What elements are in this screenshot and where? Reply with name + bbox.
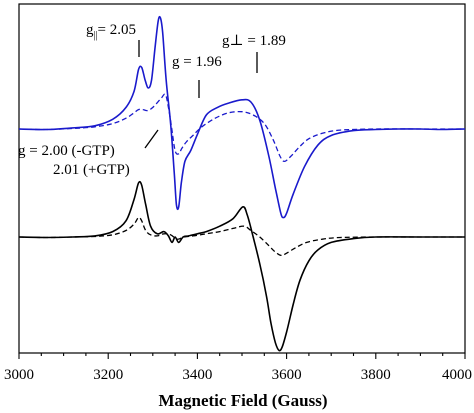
svg-text:g||= 2.05: g||= 2.05 <box>86 22 136 41</box>
x-tick-label: 3800 <box>361 367 391 383</box>
spectrum-black-solid <box>18 180 465 352</box>
annotation-g-196: g = 1.96 <box>172 54 222 98</box>
spectrum-blue-dashed <box>18 93 465 163</box>
spectra <box>18 15 466 352</box>
x-tick-label: 3600 <box>272 367 302 383</box>
g-196-label: g = 1.96 <box>172 54 222 70</box>
spectrum-black-dashed <box>18 216 465 257</box>
annotation-g-parallel: g||= 2.05 <box>86 22 140 57</box>
annotation-g-200: g = 2.00 (-GTP) 2.01 (+GTP) <box>18 129 159 178</box>
plot-frame <box>18 3 466 354</box>
g-200-marker <box>144 129 159 149</box>
x-axis-label: Magnetic Field (Gauss) <box>158 391 327 410</box>
x-tick-label: 3200 <box>93 367 123 383</box>
g-parallel-letter: g <box>86 22 94 38</box>
g-parallel-subscript: || <box>94 30 98 41</box>
x-tick-label: 4000 <box>442 367 472 383</box>
x-axis-tick-labels: 3000 3200 3400 3600 3800 4000 <box>4 367 472 383</box>
x-tick-label: 3000 <box>4 367 34 383</box>
g-perp-label: g⊥ = 1.89 <box>222 33 286 49</box>
spectrum-blue-solid <box>18 15 466 219</box>
g-200-label-line1: g = 2.00 (-GTP) <box>18 143 115 159</box>
g-200-label-line2: 2.01 (+GTP) <box>53 162 130 178</box>
x-tick-label: 3400 <box>182 367 212 383</box>
g-parallel-value: = 2.05 <box>98 22 136 38</box>
x-axis-ticks <box>18 353 466 359</box>
annotation-g-perp: g⊥ = 1.89 <box>222 33 286 73</box>
